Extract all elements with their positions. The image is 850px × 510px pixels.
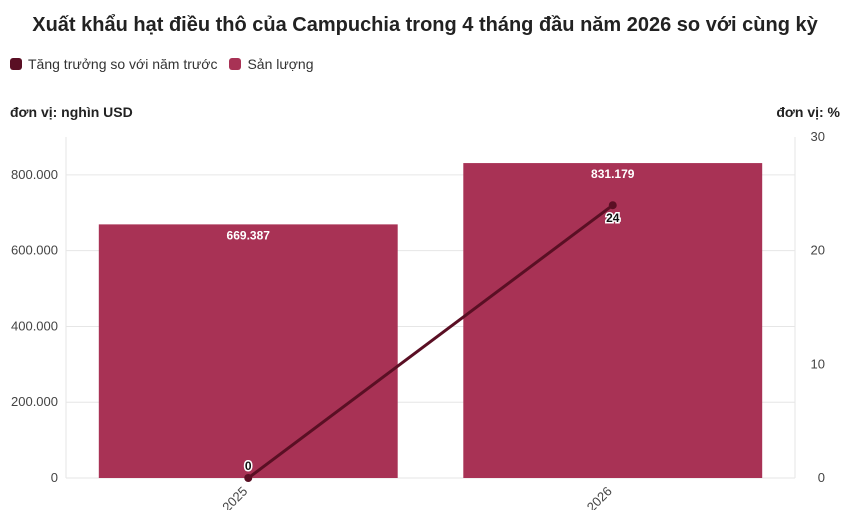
y-tick-label-left: 600.000 (11, 243, 58, 258)
y-tick-label-left: 400.000 (11, 318, 58, 333)
legend-swatch-growth (10, 58, 22, 70)
growth-point (244, 474, 253, 482)
legend-item-volume[interactable]: Sản lượng (229, 56, 314, 72)
chart-title: Xuất khẩu hạt điều thô của Campuchia tro… (32, 14, 818, 36)
y-tick-label-left: 200.000 (11, 394, 58, 409)
x-tick-label: 2026 (584, 484, 615, 510)
y-tick-label-left: 800.000 (11, 167, 58, 182)
y-tick-label-right: 10 (811, 356, 825, 371)
growth-data-label: 0 (245, 459, 252, 473)
chart-legend: Tăng trưởng so với năm trước Sản lượng (10, 56, 326, 72)
y-tick-label-right: 20 (811, 243, 825, 258)
growth-line (247, 203, 614, 480)
left-axis-unit: đơn vị: nghìn USD (10, 104, 133, 120)
right-axis-unit: đơn vị: % (776, 104, 840, 120)
legend-item-growth[interactable]: Tăng trưởng so với năm trước (10, 56, 217, 72)
bar (98, 224, 398, 478)
growth-data-label: 24 (606, 211, 620, 225)
bar (463, 163, 763, 479)
y-tick-label-right: 0 (818, 470, 825, 485)
legend-label-growth: Tăng trưởng so với năm trước (28, 56, 218, 72)
y-tick-label-right: 30 (811, 129, 825, 144)
legend-label-volume: Sản lượng (247, 56, 314, 72)
growth-point (608, 201, 617, 210)
bar-data-label: 831.179 (591, 167, 635, 181)
bar-data-label: 669.387 (227, 228, 271, 242)
y-tick-label-left: 0 (51, 470, 58, 485)
legend-swatch-volume (229, 58, 242, 70)
x-tick-label: 2025 (219, 484, 250, 510)
